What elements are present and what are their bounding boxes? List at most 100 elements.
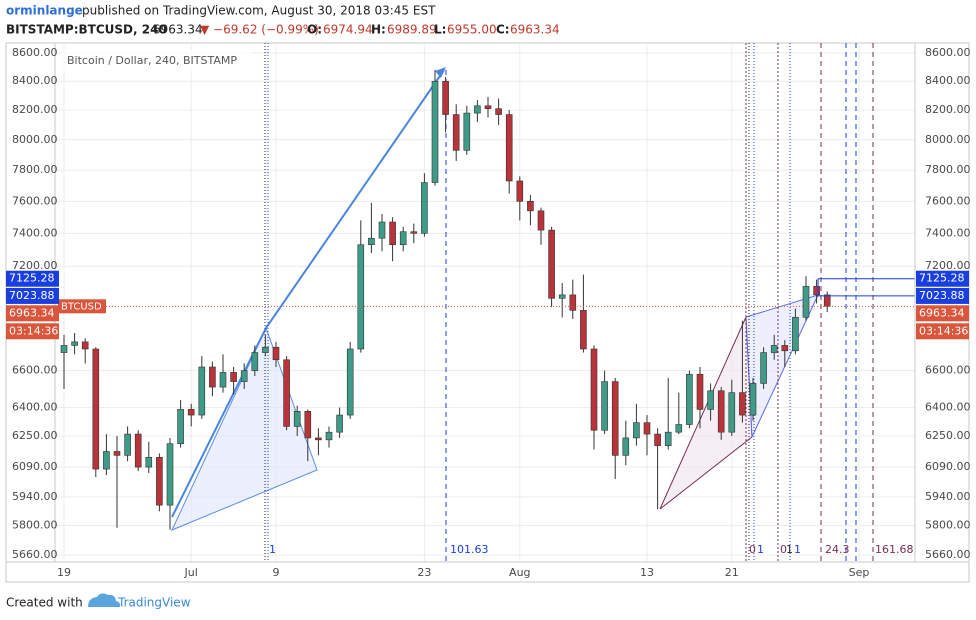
triangle-drawing [659, 316, 753, 510]
candle-body [389, 221, 396, 246]
drawing-label: 24.3 [825, 543, 850, 556]
candle-body [166, 443, 174, 506]
y-tick-label: 5800.00 [12, 519, 58, 532]
y-tick-label-right: 8400.00 [925, 74, 971, 87]
candle-body [484, 105, 492, 109]
y-tick-label: 5940.00 [12, 490, 58, 503]
candle-body [601, 381, 608, 431]
symbol-label: BTCUSD [61, 301, 102, 312]
countdown-left: 03:14:36 [9, 324, 58, 337]
price-label-bg [6, 270, 59, 287]
candle-body [187, 409, 195, 416]
candle-body [336, 414, 343, 433]
candle-body [124, 433, 131, 456]
candle-body [664, 431, 672, 446]
candle-body [452, 114, 460, 151]
candle-body [495, 108, 502, 115]
drawing-label: 1 [786, 543, 793, 556]
price-label-bg [6, 305, 59, 322]
candle-body [81, 341, 89, 350]
last-price: 6963.34 [153, 23, 203, 37]
price-label-bg [6, 287, 59, 304]
candle-body [113, 451, 121, 456]
drawing-label: 101.63 [450, 543, 489, 556]
price-label-right: 6963.34 [919, 306, 965, 319]
tv-logo[interactable] [88, 593, 121, 607]
candle-body [156, 457, 163, 506]
price-label-bg [916, 305, 969, 322]
x-tick-label: 9 [273, 566, 280, 579]
candle-body [760, 352, 767, 384]
arrow-head [435, 67, 446, 78]
published: published on TradingView.com, August 30,… [82, 4, 436, 18]
y-tick-label: 8000.00 [12, 133, 58, 146]
symbol: BITSTAMP:BTCUSD, 240 [6, 23, 167, 37]
y-tick-label: 6250.00 [12, 429, 58, 442]
drawing-label: 161.68 [875, 543, 914, 556]
candle-body [728, 392, 736, 433]
candle-body [240, 370, 248, 382]
x-tick-label: Aug [509, 566, 530, 579]
candle-body [813, 286, 820, 296]
c-label: C: [496, 23, 510, 37]
countdown-right: 03:14:36 [919, 324, 968, 337]
candle-body [272, 346, 280, 361]
drawing-label: 0 [780, 543, 787, 556]
candle-body [505, 114, 513, 182]
y-tick-label-right: 7800.00 [925, 163, 971, 176]
y-tick-label: 6600.00 [12, 364, 58, 377]
candle-body [590, 348, 598, 431]
candle-body [60, 345, 68, 353]
o-value: 6974.94 [323, 23, 373, 37]
candle-body [537, 210, 545, 231]
candle-body [346, 348, 354, 416]
y-tick-label-right: 8000.00 [925, 133, 971, 146]
y-tick-label-right: 7600.00 [925, 194, 971, 207]
y-tick-label: 8600.00 [12, 46, 58, 59]
candle-body [92, 348, 100, 470]
l-value: 6955.00 [447, 23, 497, 37]
h-value: 6989.89 [387, 23, 437, 37]
candle-body [580, 310, 587, 350]
candle-body [325, 431, 333, 441]
price-label-right: 7125.28 [919, 272, 965, 285]
h-label: H: [371, 23, 386, 37]
l-label: L: [434, 23, 446, 37]
candle-body [802, 286, 810, 318]
candle-body [134, 433, 142, 468]
x-tick-label: 13 [640, 566, 654, 579]
candle-body [643, 422, 651, 435]
y-tick-label: 7200.00 [12, 259, 58, 272]
y-tick-label-right: 6090.00 [925, 460, 971, 473]
candle-body [707, 390, 714, 410]
candle-body [304, 410, 312, 439]
candle-body [548, 229, 555, 299]
candle-body [357, 244, 365, 350]
candle-body [696, 373, 704, 410]
candle-body [686, 373, 693, 425]
c-value: 6963.34 [510, 23, 560, 37]
author[interactable]: orminlange [6, 4, 83, 18]
arrow-drawing [171, 69, 445, 518]
candle-body [145, 457, 153, 468]
y-tick-label: 7800.00 [12, 163, 58, 176]
y-tick-label: 7400.00 [12, 226, 58, 239]
x-tick-label: 19 [57, 566, 71, 579]
candle-body [675, 424, 683, 433]
candle-body [770, 345, 778, 353]
candle-body [781, 345, 789, 352]
candle-body [399, 231, 407, 246]
footer-brand[interactable]: TradingView [117, 596, 191, 610]
y-tick-label-right: 8200.00 [925, 103, 971, 116]
candle-body [516, 180, 524, 202]
y-tick-label-right: 5800.00 [925, 519, 971, 532]
candle-body [558, 294, 566, 299]
y-tick-label: 5660.00 [12, 548, 58, 561]
y-tick-label-right: 6400.00 [925, 401, 971, 414]
candle-body [569, 294, 577, 311]
candle-body [421, 182, 428, 234]
candle-body [410, 231, 418, 234]
level-line [817, 278, 915, 297]
